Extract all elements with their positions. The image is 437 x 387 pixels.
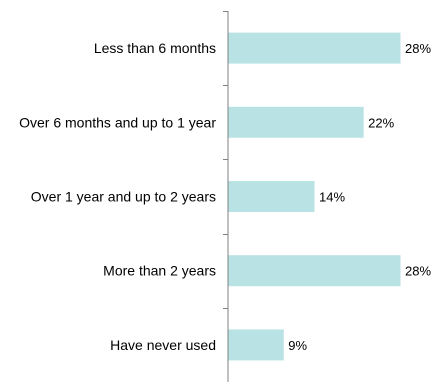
bar: [228, 106, 364, 138]
category-label: Have never used: [110, 337, 216, 353]
bars-layer: [228, 32, 401, 361]
bar: [228, 32, 401, 64]
category-label: Over 1 year and up to 2 years: [31, 189, 216, 205]
labels-layer: Less than 6 months 28% Over 6 months and u…: [19, 40, 431, 353]
bar: [228, 255, 401, 287]
category-label: More than 2 years: [103, 263, 216, 279]
value-label: 28%: [405, 264, 431, 279]
value-label: 22%: [368, 115, 394, 130]
bar: [228, 181, 315, 212]
category-label: Over 6 months and up to 1 year: [19, 114, 216, 130]
value-label: 28%: [405, 41, 431, 56]
bar: [228, 329, 284, 361]
value-label: 14%: [319, 190, 345, 205]
value-label: 9%: [288, 338, 307, 353]
axis-layer: [223, 11, 229, 383]
category-label: Less than 6 months: [94, 40, 216, 56]
